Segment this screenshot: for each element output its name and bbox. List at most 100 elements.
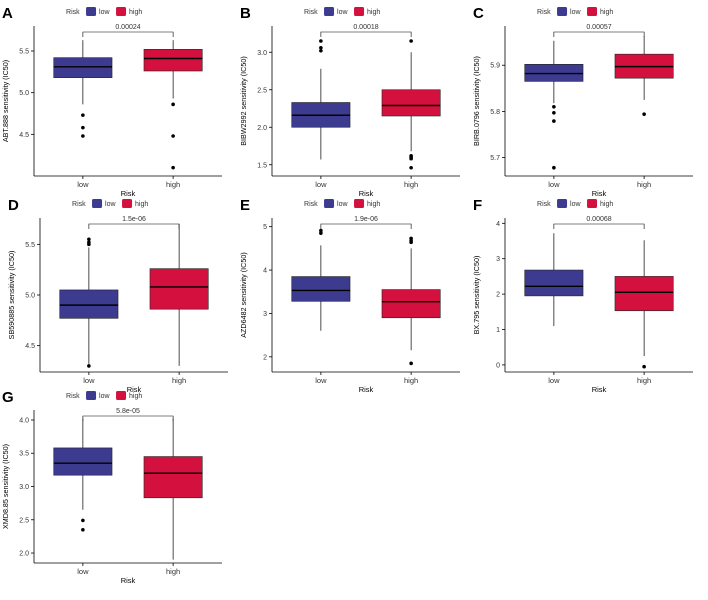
box-low bbox=[53, 447, 113, 476]
box-high bbox=[381, 289, 441, 319]
outlier-point bbox=[409, 361, 413, 366]
y-tick-label: 1.5 bbox=[257, 162, 267, 169]
legend-label-high: high bbox=[600, 9, 613, 16]
y-tick-label: 4 bbox=[496, 221, 500, 228]
legend-label-high: high bbox=[367, 201, 380, 208]
x-tick-label: high bbox=[166, 180, 180, 189]
legend-label-low: low bbox=[570, 9, 581, 16]
x-tick-label: low bbox=[548, 180, 560, 189]
x-tick-label: high bbox=[404, 180, 418, 189]
panel-g: G Risk low high 2.0 2.5 3.0 3.5 4.0 XMD8.85 sensi… bbox=[1, 389, 222, 585]
outlier-point bbox=[552, 104, 556, 109]
p-value-label: 0.00018 bbox=[353, 24, 378, 31]
panel-d: D Risk low high 4.5 5.0 5.5 SB590885 sensitivit… bbox=[7, 197, 228, 394]
outlier-point bbox=[81, 518, 85, 523]
x-tick-label: low bbox=[83, 376, 95, 385]
panel-label: B bbox=[240, 5, 251, 22]
legend-swatch-low bbox=[92, 199, 103, 208]
box-low bbox=[524, 269, 584, 297]
x-tick-label: high bbox=[404, 376, 418, 385]
panel-label: G bbox=[2, 389, 14, 406]
legend-title: Risk bbox=[66, 9, 80, 16]
y-tick-label: 3 bbox=[496, 256, 500, 263]
y-axis-title: XMD8.85 sensitivity (IC50) bbox=[1, 444, 10, 529]
panel-label: F bbox=[473, 197, 482, 214]
box-high bbox=[143, 49, 203, 72]
p-value-label: 5.8e-05 bbox=[116, 408, 140, 415]
y-tick-label: 5 bbox=[263, 224, 267, 231]
y-axis-title: ABT.888 sensitivity (IC50) bbox=[1, 60, 10, 142]
legend-swatch-high bbox=[116, 7, 127, 16]
legend-swatch-low bbox=[324, 7, 335, 16]
y-tick-label: 2.5 bbox=[19, 517, 29, 524]
y-axis-title: SB590885 sensitivity (IC50) bbox=[7, 251, 16, 340]
outlier-point bbox=[319, 48, 323, 53]
y-tick-label: 2.5 bbox=[257, 87, 267, 94]
outlier-point bbox=[409, 240, 413, 245]
outlier-point bbox=[319, 45, 323, 50]
y-tick-label: 5.7 bbox=[490, 155, 500, 162]
legend-title: Risk bbox=[304, 201, 318, 208]
box-low bbox=[59, 289, 119, 319]
legend-label-high: high bbox=[129, 393, 142, 400]
legend-swatch-high bbox=[122, 199, 133, 208]
outlier-point bbox=[81, 125, 85, 130]
outlier-point bbox=[409, 165, 413, 170]
outlier-point bbox=[642, 112, 646, 116]
y-tick-label: 5.9 bbox=[490, 63, 500, 70]
legend-label-low: low bbox=[337, 9, 348, 16]
x-tick-label: high bbox=[637, 376, 651, 385]
x-tick-label: low bbox=[315, 376, 327, 385]
y-axis-title: BIBW2992 sensitivity (IC50) bbox=[239, 56, 248, 145]
box-high bbox=[143, 456, 203, 499]
legend-swatch-low bbox=[557, 7, 568, 16]
x-axis-title: Risk bbox=[127, 385, 142, 394]
legend-swatch-low bbox=[324, 199, 335, 208]
y-tick-label: 2.0 bbox=[19, 551, 29, 558]
outlier-point bbox=[87, 242, 91, 247]
box-low bbox=[291, 276, 351, 302]
legend-title: Risk bbox=[537, 9, 551, 16]
significance-bracket bbox=[320, 31, 412, 37]
panel-label: A bbox=[2, 5, 13, 22]
outlier-point bbox=[87, 364, 91, 368]
p-value-label: 0.00024 bbox=[115, 24, 140, 31]
x-tick-label: high bbox=[172, 376, 186, 385]
y-tick-label: 4.0 bbox=[19, 417, 29, 424]
y-axis-title: AZD6482 sensitivity (IC50) bbox=[239, 252, 248, 337]
legend-label-low: low bbox=[99, 393, 110, 400]
x-tick-label: high bbox=[637, 180, 651, 189]
outlier-point bbox=[319, 228, 323, 233]
outlier-point bbox=[409, 39, 413, 43]
outlier-point bbox=[552, 165, 556, 170]
outlier-point bbox=[81, 113, 85, 117]
x-tick-label: high bbox=[166, 567, 180, 576]
significance-bracket bbox=[553, 223, 645, 229]
significance-bracket bbox=[553, 31, 645, 37]
x-tick-label: low bbox=[77, 567, 89, 576]
legend-label-low: low bbox=[570, 201, 581, 208]
y-tick-label: 0 bbox=[496, 362, 500, 369]
significance-bracket bbox=[82, 31, 174, 37]
y-tick-label: 4.5 bbox=[25, 343, 35, 350]
legend-title: Risk bbox=[304, 9, 318, 16]
panel-a: A Risk low high 4.5 5.0 5.5 ABT.888 sensitivity… bbox=[1, 5, 222, 198]
box-high bbox=[149, 268, 209, 310]
significance-bracket bbox=[82, 415, 174, 421]
y-tick-label: 4.5 bbox=[19, 132, 29, 139]
legend-label-low: low bbox=[99, 9, 110, 16]
legend-label-low: low bbox=[105, 201, 116, 208]
outlier-point bbox=[171, 165, 175, 170]
panel-label: E bbox=[240, 197, 250, 214]
x-tick-label: low bbox=[548, 376, 560, 385]
y-tick-label: 5.8 bbox=[490, 109, 500, 116]
y-tick-label: 3.0 bbox=[257, 50, 267, 57]
legend-title: Risk bbox=[72, 201, 86, 208]
legend-label-high: high bbox=[129, 9, 142, 16]
legend-swatch-low bbox=[557, 199, 568, 208]
p-value-label: 0.00057 bbox=[586, 24, 611, 31]
outlier-point bbox=[552, 110, 556, 115]
legend-swatch-high bbox=[587, 7, 598, 16]
x-tick-label: low bbox=[77, 180, 89, 189]
